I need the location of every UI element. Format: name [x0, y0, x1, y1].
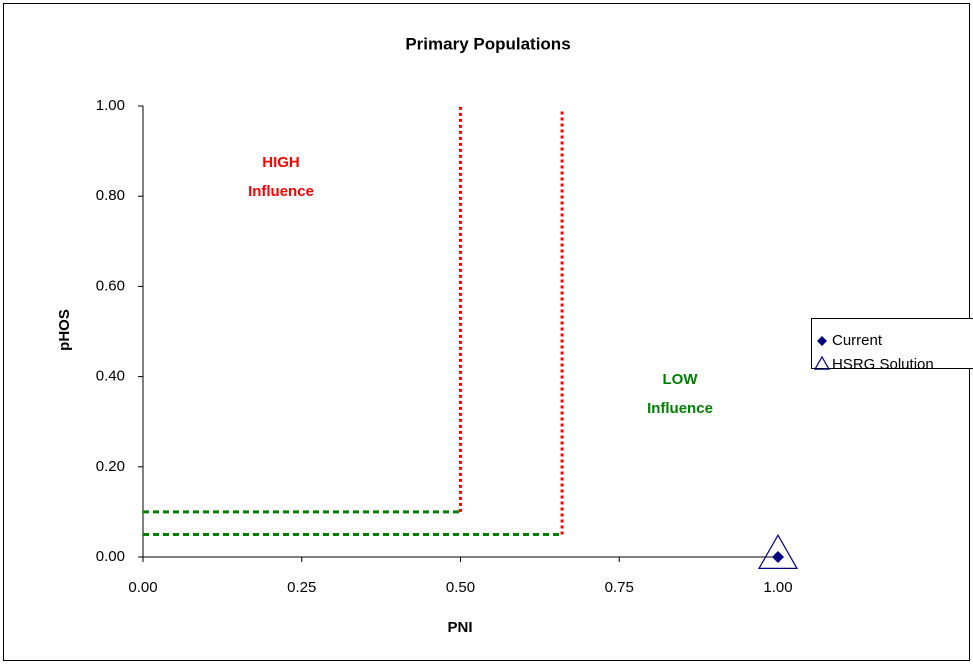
annotation: LOW	[663, 371, 699, 388]
data-point	[757, 533, 799, 570]
x-tick-label: 0.75	[605, 579, 634, 596]
legend-label: Current	[832, 332, 883, 349]
y-axis-label: pHOS	[56, 309, 73, 351]
annotation: Influence	[647, 400, 713, 417]
y-tick-label: 0.40	[96, 368, 125, 385]
x-tick-label: 0.00	[128, 579, 157, 596]
chart-title: Primary Populations	[405, 34, 570, 53]
chart-border	[3, 3, 970, 661]
y-tick-label: 0.60	[96, 277, 125, 294]
x-tick-label: 0.50	[446, 579, 475, 596]
legend-box	[811, 318, 973, 369]
x-axis-label: PNI	[447, 619, 472, 636]
x-tick-label: 0.25	[287, 579, 316, 596]
data-point	[772, 551, 784, 563]
y-tick-label: 1.00	[96, 97, 125, 114]
annotation: HIGH	[262, 154, 300, 171]
legend-marker	[817, 336, 827, 346]
legend-marker	[813, 355, 831, 370]
annotation: Influence	[248, 183, 314, 200]
y-tick-label: 0.20	[96, 458, 125, 475]
y-tick-label: 0.80	[96, 187, 125, 204]
legend-label: HSRG Solution	[832, 356, 934, 373]
x-tick-label: 1.00	[763, 579, 792, 596]
y-tick-label: 0.00	[96, 548, 125, 565]
